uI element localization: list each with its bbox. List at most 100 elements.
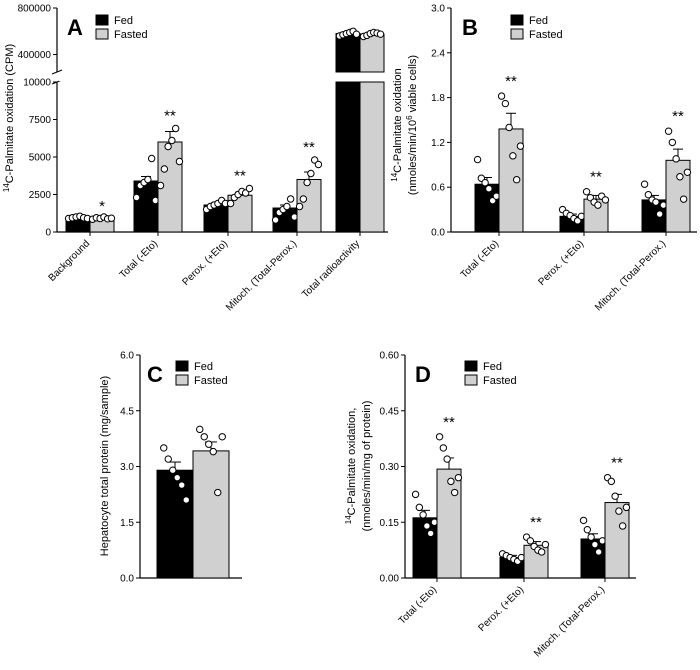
data-point xyxy=(447,477,455,486)
y-tick-label: 0.15 xyxy=(380,518,400,529)
significance-marker: ** xyxy=(672,108,684,125)
y-axis-label2-post: viable cells) xyxy=(407,55,419,116)
y-tick-label: 0.00 xyxy=(380,574,400,585)
legend-swatch-fed xyxy=(95,14,109,26)
data-point xyxy=(683,168,692,176)
y-axis-label2-pre: (nmoles/min/10 xyxy=(407,120,419,195)
panel-letter-b: B xyxy=(462,15,478,40)
data-point xyxy=(164,455,172,463)
data-point xyxy=(271,216,280,224)
data-point xyxy=(419,511,427,519)
legend-swatch-fasted xyxy=(95,28,109,40)
panel-letter-d: D xyxy=(415,362,431,387)
data-point xyxy=(164,142,172,151)
data-point xyxy=(295,202,304,211)
x-tick-label: Mitoch. (Total-Perox.) xyxy=(593,238,668,313)
y-tick-label: 0.45 xyxy=(380,406,400,417)
panel-a: 0 2500 5000 7500 10000 400000 800000 14C-Palmit… xyxy=(2,4,390,313)
data-point xyxy=(655,210,664,218)
y-axis-label: 14C-Palmitate oxidation xyxy=(390,68,404,181)
panel-c: 0.0 1.5 3.0 4.5 6.0 Hepatocyte total protein … xyxy=(99,351,242,585)
data-point xyxy=(439,444,448,452)
data-point xyxy=(171,124,180,133)
lower-y-tick-label: 2500 xyxy=(29,190,52,201)
data-point xyxy=(376,30,385,38)
data-point xyxy=(664,127,673,135)
data-point xyxy=(443,455,451,463)
data-point xyxy=(644,190,653,199)
data-point xyxy=(178,481,186,489)
legend-swatch-fasted xyxy=(464,374,478,386)
panel-letter-c: C xyxy=(147,362,163,387)
data-point xyxy=(485,184,493,193)
data-point xyxy=(640,180,649,188)
y-tick-label: 0.0 xyxy=(120,574,134,585)
y-axis-label-main: C-Palmitate oxidation, xyxy=(346,408,358,516)
x-tick-label: Total radioactivity xyxy=(300,238,362,300)
data-point xyxy=(307,169,315,178)
x-tick-label: Mitoch. (Total-Perox.) xyxy=(224,238,299,313)
bar-fed xyxy=(156,469,194,579)
data-point xyxy=(676,173,684,181)
y-axis-label: 14C-Palmitate oxidation, xyxy=(344,408,358,525)
x-tick-label: Perox. (+Eto) xyxy=(180,238,230,288)
y-tick-label: 3.0 xyxy=(120,462,134,473)
data-point xyxy=(144,175,152,184)
legend-label-fasted: Fasted xyxy=(194,375,228,387)
x-tick-label: Total (-Eto) xyxy=(118,238,160,280)
y-tick-label: 6.0 xyxy=(120,351,134,362)
data-point xyxy=(473,155,482,164)
legend-swatch-fasted xyxy=(510,28,524,40)
significance-marker: ** xyxy=(590,169,602,186)
y-tick-label: 1.5 xyxy=(120,518,134,529)
x-tick-label: Perox. (+Eto) xyxy=(476,584,526,634)
data-point xyxy=(537,548,546,556)
significance-marker: ** xyxy=(164,108,176,125)
bar-fed-1 xyxy=(133,180,159,233)
bar-fed-0 xyxy=(412,517,438,579)
axis-break-mark xyxy=(51,69,63,75)
data-point xyxy=(303,178,311,187)
data-point xyxy=(652,198,660,206)
legend-label-fed: Fed xyxy=(194,361,213,373)
y-axis-label-sup: 14 xyxy=(2,183,11,192)
upper-y-tick-label: 800000 xyxy=(18,4,52,15)
data-point xyxy=(226,199,235,208)
y-tick-label: 3.0 xyxy=(431,4,445,15)
y-tick-label: 0.30 xyxy=(380,462,400,473)
data-point xyxy=(200,433,208,441)
data-point xyxy=(314,160,323,169)
x-tick-label: Mitoch. (Total-Perox.) xyxy=(532,584,607,659)
data-point xyxy=(615,507,623,515)
data-point xyxy=(426,529,435,538)
data-point xyxy=(541,540,550,549)
y-tick-label: 4.5 xyxy=(120,406,134,417)
panel-d: 0.00 0.15 0.30 0.45 0.60 14C-Palmitate oxidat… xyxy=(344,351,636,659)
legend-swatch-fasted xyxy=(175,374,189,386)
data-point xyxy=(245,184,254,193)
data-point xyxy=(214,488,222,497)
y-axis-label: Hepatocyte total protein (mg/sample) xyxy=(99,376,111,556)
lower-y-tick-label: 0 xyxy=(45,228,51,239)
data-point xyxy=(587,533,595,541)
data-point xyxy=(501,99,510,108)
x-tick-label: Background xyxy=(47,238,93,284)
x-tick-label: Perox. (+Eto) xyxy=(536,238,586,288)
legend-label-fasted: Fasted xyxy=(529,29,563,41)
bar-fed-4-lower xyxy=(335,81,361,233)
data-point xyxy=(352,30,361,38)
x-tick-label: Total (-Eto) xyxy=(397,584,439,626)
data-point xyxy=(160,165,169,173)
data-point xyxy=(196,425,204,434)
data-point xyxy=(450,488,459,497)
data-point xyxy=(435,433,444,441)
data-point xyxy=(286,195,295,203)
data-point xyxy=(583,525,592,534)
data-point xyxy=(218,433,226,441)
data-point xyxy=(423,522,431,530)
legend-label-fasted: Fasted xyxy=(483,375,517,387)
bar-fasted-0 xyxy=(436,468,462,579)
axis-break-gap xyxy=(59,73,390,81)
lower-y-tick-label: 5000 xyxy=(29,153,52,164)
data-point xyxy=(107,214,116,222)
